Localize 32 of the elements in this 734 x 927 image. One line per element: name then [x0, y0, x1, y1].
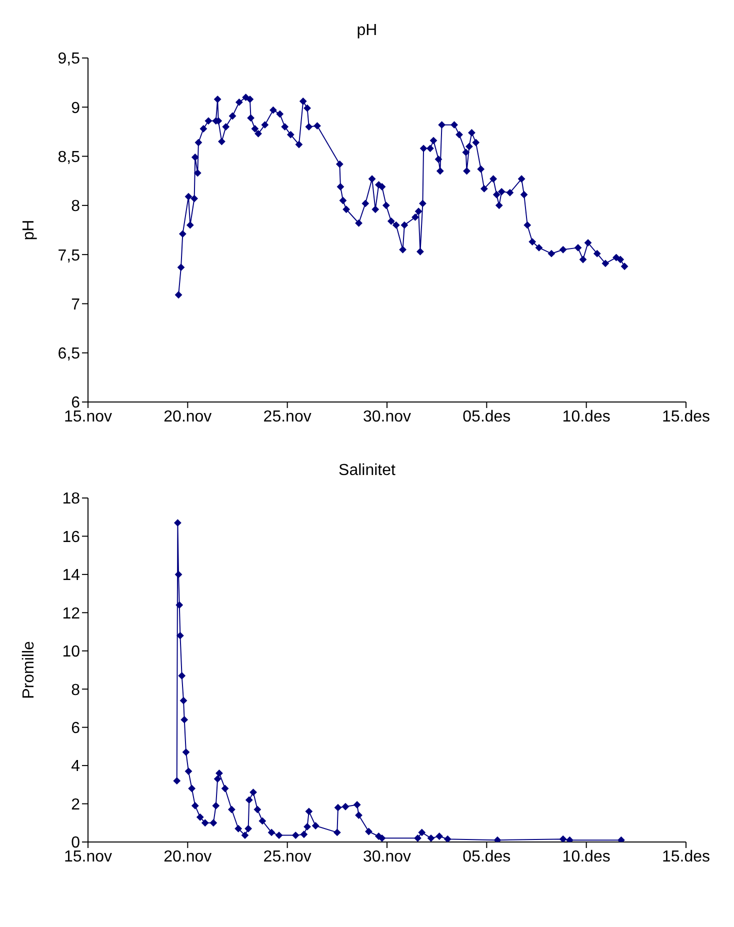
x-tick-label: 20.nov: [164, 848, 212, 866]
chart-title: Salinitet: [338, 461, 396, 481]
x-tick-label: 30.nov: [362, 408, 412, 426]
y-axis-title: Promille: [20, 641, 38, 699]
x-tick-label: 10.des: [562, 848, 610, 866]
y-axis-title: pH: [20, 220, 38, 240]
y-tick-label: 16: [62, 528, 80, 546]
y-tick-label: 7: [71, 296, 80, 314]
y-tick-label: 2: [71, 796, 80, 814]
x-tick-label: 15.des: [662, 408, 710, 426]
x-tick-label: 25.nov: [263, 408, 312, 426]
y-tick-label: 6,5: [58, 346, 80, 363]
y-tick-label: 6: [71, 720, 80, 738]
x-tick-label: 20.nov: [164, 408, 212, 426]
y-tick-label: 7,5: [58, 247, 80, 264]
chart-title: pH: [356, 21, 378, 41]
x-tick-label: 15.des: [662, 848, 710, 866]
x-tick-label: 25.nov: [263, 848, 312, 866]
y-tick-label: 8: [71, 682, 80, 699]
y-tick-label: 18: [62, 490, 80, 508]
y-tick-label: 9: [71, 100, 80, 117]
y-tick-label: 9,5: [58, 50, 80, 68]
x-tick-label: 05.des: [462, 408, 511, 426]
y-tick-label: 8: [71, 198, 80, 216]
x-tick-label: 10.des: [562, 408, 610, 426]
y-tick-label: 8,5: [58, 148, 80, 166]
x-tick-label: 30.nov: [362, 848, 412, 866]
y-tick-label: 10: [62, 644, 80, 661]
y-tick-label: 12: [62, 605, 80, 622]
y-tick-label: 4: [71, 758, 80, 776]
x-tick-label: 05.des: [462, 848, 511, 866]
y-tick-label: 14: [62, 567, 80, 584]
